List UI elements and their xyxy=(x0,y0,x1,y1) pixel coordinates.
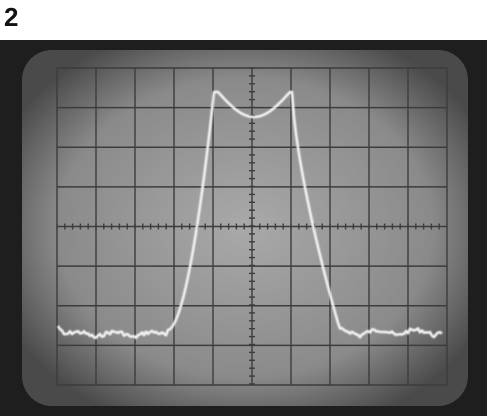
figure-label: 2 xyxy=(4,2,19,32)
trace-glow xyxy=(56,90,443,340)
waveform-trace xyxy=(56,90,443,340)
graticule xyxy=(56,67,448,386)
screen xyxy=(22,50,468,406)
oscilloscope-photo xyxy=(0,40,487,416)
